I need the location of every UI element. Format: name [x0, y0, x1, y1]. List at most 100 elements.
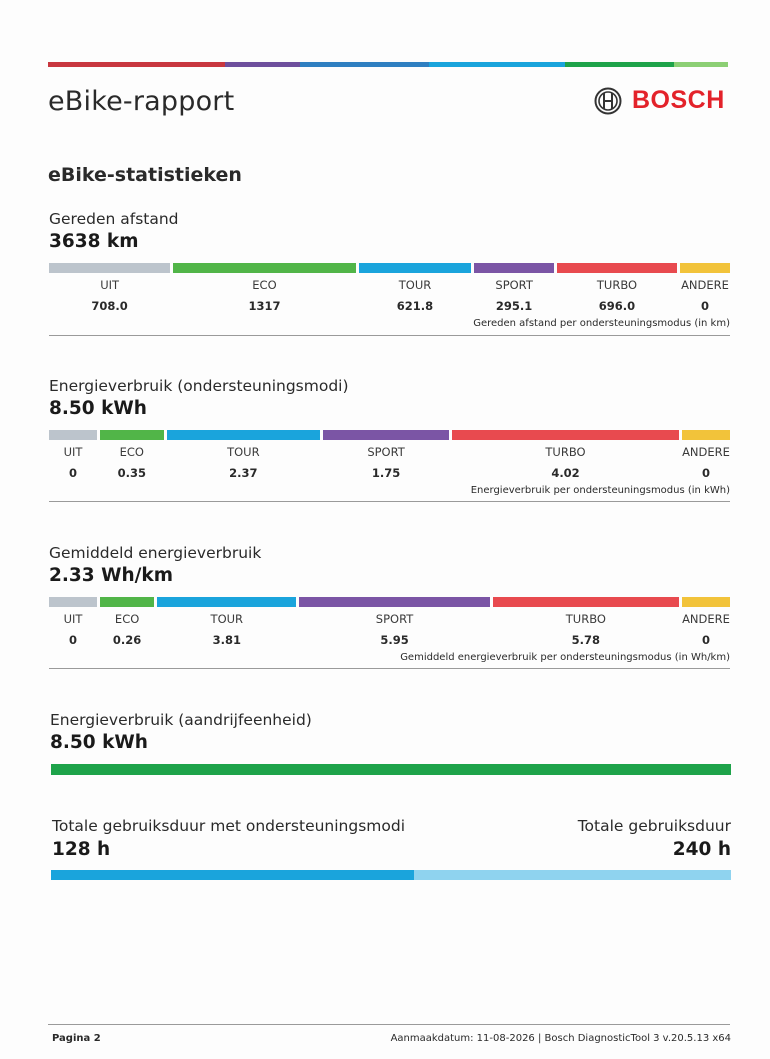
mode-value: 0: [701, 466, 710, 480]
assist-duration: Totale gebruiksduur met ondersteuningsmo…: [52, 817, 405, 860]
segment-turbo: [492, 597, 679, 607]
divider: [49, 335, 730, 336]
mode-name: SPORT: [375, 612, 414, 626]
segment-turbo: [556, 263, 677, 273]
segment-tour: [358, 263, 472, 273]
segment-uit: [49, 430, 97, 440]
footer-divider: [48, 1024, 730, 1025]
distance-caption: Gereden afstand per ondersteuningsmodus …: [473, 318, 730, 329]
mode-name: ANDERE: [682, 445, 730, 459]
mode-cell-turbo: TURBO 4.02: [452, 445, 679, 480]
mode-name: TURBO: [565, 612, 606, 626]
mode-name: TOUR: [398, 278, 432, 292]
stripe-segment: [224, 62, 300, 67]
mode-name: UIT: [100, 278, 120, 292]
mode-cell-sport: SPORT 1.75: [323, 445, 449, 480]
segment-eco: [100, 597, 155, 607]
bosch-armature-icon: [594, 87, 622, 114]
mode-cell-eco: ECO 0.26: [100, 612, 154, 647]
mode-value: 3.81: [212, 633, 241, 647]
mode-value: 5.95: [380, 633, 409, 647]
total-duration-value: 240 h: [672, 839, 731, 860]
section-title: eBike-statistieken: [48, 164, 242, 186]
mode-cell-andere: ANDERE 0: [682, 612, 730, 647]
mode-value: 696.0: [598, 299, 636, 313]
mode-name: TURBO: [545, 445, 586, 459]
energy-modes-label: Energieverbruik (ondersteuningsmodi): [49, 377, 349, 395]
assist-duration-value: 128 h: [52, 839, 111, 860]
divider: [49, 668, 730, 669]
mode-cell-uit: UIT 0: [49, 445, 97, 480]
mode-value: 1317: [248, 299, 281, 313]
segment-sport: [474, 263, 554, 273]
mode-cell-turbo: TURBO 696.0: [557, 278, 677, 313]
segment-turbo: [452, 430, 679, 440]
stripe-segment: [48, 62, 225, 67]
mode-name: ANDERE: [682, 612, 730, 626]
drive-energy-label: Energieverbruik (aandrijfeenheid): [50, 711, 312, 729]
mode-value: 295.1: [495, 299, 533, 313]
drive-energy-bar: [51, 764, 731, 775]
segment-eco: [173, 263, 356, 273]
drive-energy-block: Energieverbruik (aandrijfeenheid) 8.50 k…: [50, 711, 731, 753]
mode-cell-sport: SPORT 5.95: [299, 612, 489, 647]
mode-value: 0: [68, 633, 77, 647]
mode-value: 621.8: [396, 299, 434, 313]
energy-mode-labels: UIT 0 ECO 0.35 TOUR 2.37 SPORT 1.75 TURBO 4.02 AND…: [49, 445, 730, 487]
segment-sport: [299, 597, 490, 607]
mode-name: SPORT: [495, 278, 533, 292]
mode-name: SPORT: [367, 445, 405, 459]
mode-cell-andere: ANDERE 0: [682, 445, 730, 480]
mode-value: 1.75: [371, 466, 401, 480]
header-color-stripe: [48, 62, 728, 67]
page-number: Pagina 2: [52, 1033, 101, 1044]
mode-cell-sport: SPORT 295.1: [474, 278, 554, 313]
mode-cell-tour: TOUR 621.8: [359, 278, 472, 313]
segment-sport: [323, 430, 449, 440]
brand-logo: BOSCH: [594, 86, 725, 115]
mode-cell-andere: ANDERE 0: [680, 278, 730, 313]
energy-modes-total: 8.50 kWh: [49, 398, 147, 419]
segment-andere: [680, 263, 730, 273]
distance-block: Gereden afstand 3638 km UIT 708.0 ECO 1317 T…: [49, 210, 730, 336]
stripe-segment: [673, 62, 728, 67]
distance-mode-labels: UIT 708.0 ECO 1317 TOUR 621.8 SPORT 295.1 TURBO 6…: [49, 278, 730, 320]
segment-tour: [166, 430, 321, 440]
mode-value: 0: [68, 466, 77, 480]
segment-uit: [49, 263, 171, 273]
mode-cell-eco: ECO 1317: [173, 278, 356, 313]
mode-value: 0.35: [117, 466, 146, 480]
mode-name: UIT: [63, 445, 83, 459]
mode-cell-turbo: TURBO 5.78: [493, 612, 679, 647]
mode-cell-tour: TOUR 2.37: [167, 445, 321, 480]
segment-eco: [100, 430, 164, 440]
total-duration: Totale gebruiksduur 240 h: [578, 817, 731, 860]
distance-mode-bar: [49, 263, 730, 273]
drive-energy-total: 8.50 kWh: [50, 732, 148, 753]
mode-name: ECO: [119, 445, 144, 459]
assist-duration-fill: [51, 870, 414, 880]
duration-bar: [51, 870, 731, 880]
segment-uit: [49, 597, 97, 607]
energy-modes-caption: Energieverbruik per ondersteuningsmodus …: [470, 485, 730, 496]
mode-cell-uit: UIT 708.0: [49, 278, 170, 313]
avg-energy-total: 2.33 Wh/km: [49, 565, 173, 586]
segment-tour: [157, 597, 297, 607]
mode-value: 0.26: [112, 633, 142, 647]
avg-energy-label: Gemiddeld energieverbruik: [49, 544, 262, 562]
divider: [49, 501, 730, 502]
mode-name: TOUR: [210, 612, 244, 626]
avg-energy-mode-labels: UIT 0 ECO 0.26 TOUR 3.81 SPORT 5.95 TURBO 5.78 AND…: [49, 612, 730, 654]
mode-name: UIT: [63, 612, 83, 626]
mode-cell-uit: UIT 0: [49, 612, 97, 647]
avg-energy-caption: Gemiddeld energieverbruik per ondersteun…: [400, 652, 730, 663]
mode-cell-tour: TOUR 3.81: [157, 612, 296, 647]
total-duration-label: Totale gebruiksduur: [577, 817, 731, 835]
mode-value: 4.02: [551, 466, 580, 480]
mode-value: 2.37: [229, 466, 258, 480]
mode-value: 0: [700, 299, 709, 313]
mode-name: ANDERE: [681, 278, 729, 292]
mode-value: 0: [701, 633, 710, 647]
energy-mode-bar: [49, 430, 730, 440]
stripe-segment: [428, 62, 565, 67]
